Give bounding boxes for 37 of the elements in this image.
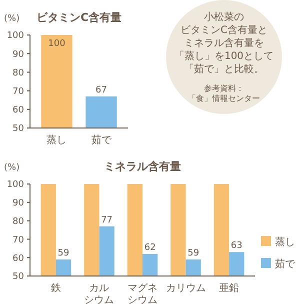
data-label: 59 <box>188 248 200 258</box>
x-tick-label: カルシウム <box>84 283 114 304</box>
x-tick-label: マグネシウム <box>128 283 158 304</box>
y-axis-title: (%) <box>4 14 20 24</box>
y-tick-label: 90 <box>12 198 24 209</box>
y-tick-label: 70 <box>12 86 24 97</box>
legend-label: 茹で <box>275 258 296 270</box>
text: 「食」情報センター <box>188 94 260 103</box>
y-tick-label: 80 <box>12 216 24 227</box>
y-tick-label: 50 <box>12 124 24 134</box>
y-tick-label: 100 <box>6 180 24 190</box>
data-label: 77 <box>101 215 113 226</box>
chart-title: ミネラル含有量 <box>104 160 181 173</box>
data-label: 63 <box>230 241 242 252</box>
text: 小松菜の <box>204 11 244 23</box>
x-tick-label: 鉄 <box>50 282 61 294</box>
y-axis-title: (%) <box>4 163 20 173</box>
text: 参考資料： <box>204 84 244 93</box>
legend-label: 蒸し <box>275 236 295 248</box>
y-tick-label: 50 <box>12 272 24 282</box>
y-tick-label: 100 <box>6 31 24 42</box>
data-label: 59 <box>58 248 70 258</box>
y-tick-label: 60 <box>12 254 24 264</box>
text: 「茹で」と比較。 <box>184 63 264 75</box>
y-tick-label: 80 <box>12 68 24 78</box>
text: ビタミンC含有量と <box>180 24 268 36</box>
y-tick-label: 90 <box>12 50 24 60</box>
y-tick-label: 70 <box>12 235 24 246</box>
data-label: 62 <box>144 242 156 253</box>
chart-title: ビタミンC含有量 <box>36 11 122 24</box>
x-tick-label: 亜鉛 <box>219 283 240 294</box>
data-label: 100 <box>48 39 66 49</box>
data-label: 67 <box>96 85 107 96</box>
y-tick-label: 60 <box>12 106 24 116</box>
text: 「蒸し」を100として <box>174 50 274 62</box>
text: ミネラル含有量を <box>184 37 264 49</box>
x-tick-label: カリウム <box>166 283 206 294</box>
